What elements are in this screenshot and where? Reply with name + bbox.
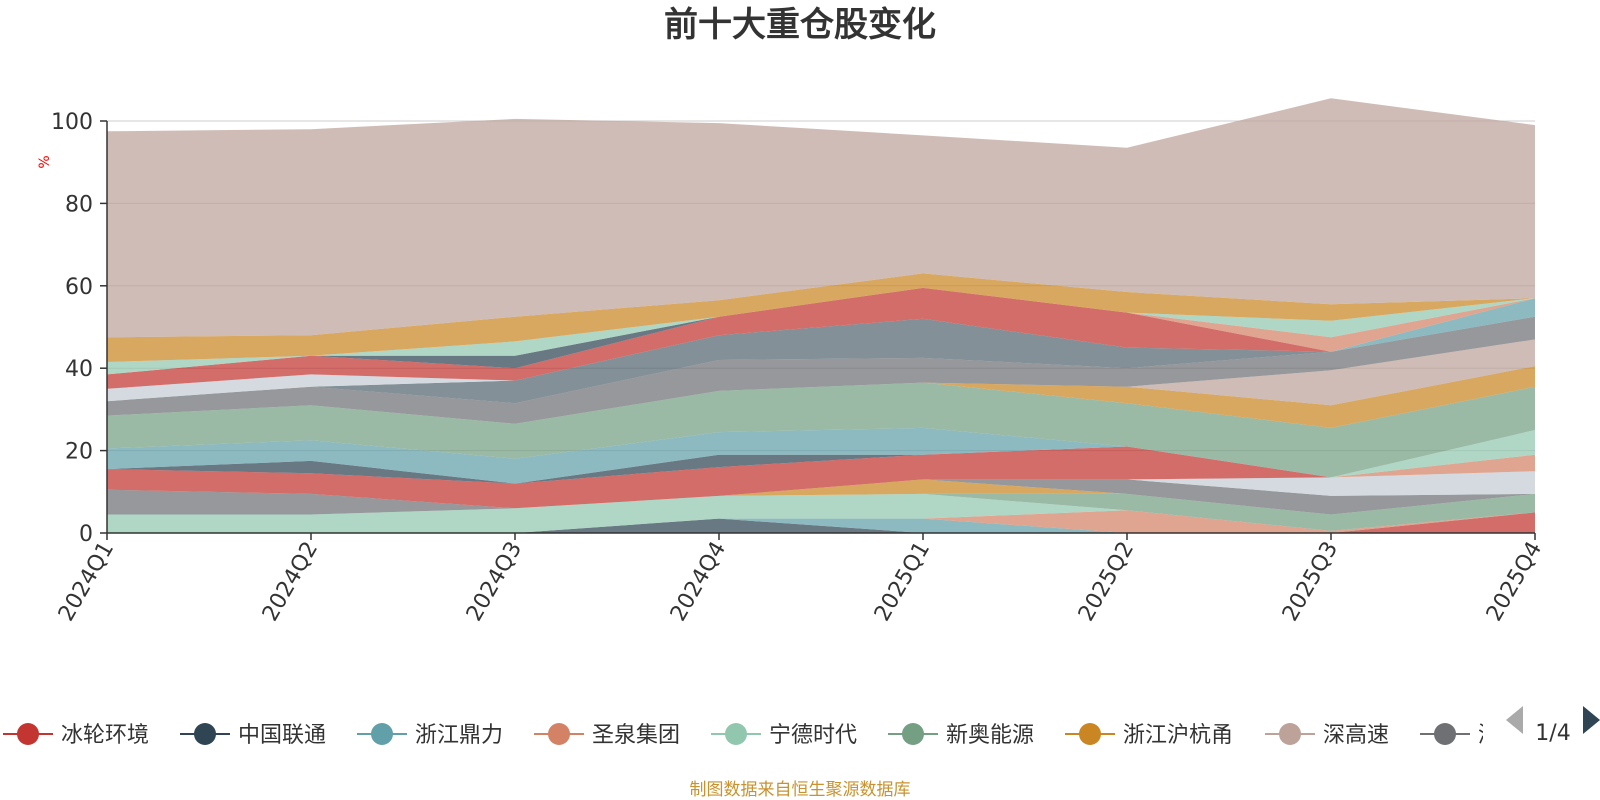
area-series-川投能源[interactable] — [107, 382, 1535, 478]
area-series-中国移动[interactable] — [107, 427, 1535, 484]
y-tick-label: 40 — [65, 357, 93, 382]
legend-marker-icon — [371, 723, 393, 745]
legend-item[interactable]: 浙江沪杭甬 — [1065, 723, 1233, 748]
y-axis-unit-label: % — [37, 155, 53, 168]
x-tick-label: 2025Q4 — [1482, 538, 1547, 626]
legend-marker-icon — [548, 723, 570, 745]
x-tick-label: 2024Q3 — [462, 538, 527, 626]
y-tick-label: 80 — [65, 192, 93, 217]
area-series-中国联通[interactable] — [107, 512, 1535, 533]
legend-label: 宁德时代 — [769, 723, 857, 748]
legend-pager: 1/4 — [1506, 706, 1600, 746]
stacked-areas — [107, 98, 1535, 533]
x-tick-label: 2024Q2 — [258, 538, 323, 626]
legend-marker-icon — [902, 723, 924, 745]
legend-label: 中国联通 — [238, 723, 326, 748]
area-series-申能股份[interactable] — [107, 316, 1535, 424]
area-series-粤电力A[interactable] — [107, 316, 1535, 404]
legend-next-page-icon[interactable] — [1583, 706, 1600, 734]
legend-label: 圣泉集团 — [592, 723, 680, 748]
area-series-长江电力[interactable] — [107, 427, 1535, 478]
legend-marker-icon — [17, 723, 39, 745]
area-series-宁德时代[interactable] — [107, 493, 1535, 533]
x-tick-label: 2025Q2 — [1074, 538, 1139, 626]
legend-item[interactable]: 浙江鼎力 — [357, 723, 503, 748]
legend-label: 浙江鼎力 — [415, 723, 503, 748]
legend-label: 新奥能源 — [946, 723, 1034, 748]
legend-label: 深高速 — [1323, 723, 1389, 748]
area-series-皖能电力[interactable] — [107, 339, 1535, 424]
area-series-浙江鼎力[interactable] — [107, 512, 1535, 533]
x-tick-label: 2024Q4 — [666, 538, 731, 626]
legend-label: 冰轮环境 — [61, 723, 149, 748]
y-tick-label: 0 — [79, 522, 93, 547]
legend-marker-icon — [1434, 723, 1456, 745]
legend-item[interactable]: 冰轮环境 — [3, 723, 149, 748]
legend-marker-icon — [194, 723, 216, 745]
legend-item[interactable]: 新奥能源 — [888, 723, 1034, 748]
area-series-国电电力[interactable] — [107, 273, 1535, 362]
area-series-福能股份[interactable] — [107, 287, 1535, 389]
area-series-上海电力[interactable] — [107, 316, 1535, 402]
legend-label: 浙江沪杭甬 — [1123, 723, 1233, 748]
legend-item[interactable]: 圣泉集团 — [534, 723, 680, 748]
legend-marker-icon — [725, 723, 747, 745]
legend-item[interactable]: 中国联通 — [180, 723, 326, 748]
x-tick-label: 2024Q1 — [54, 538, 119, 626]
y-tick-label: 20 — [65, 440, 93, 465]
area-series-圣泉集团[interactable] — [107, 510, 1535, 533]
y-tick-label: 60 — [65, 275, 93, 300]
legend-prev-page-icon[interactable] — [1506, 706, 1523, 734]
legend-item[interactable]: 浙 — [1420, 723, 1500, 748]
legend-marker-icon — [1279, 723, 1301, 745]
area-series-国投电力[interactable] — [107, 471, 1535, 509]
x-tick-label: 2025Q3 — [1278, 538, 1343, 626]
chart-title: 前十大重仓股变化 — [664, 5, 936, 45]
area-series-三一重工[interactable] — [107, 446, 1535, 509]
area-series-浙能电力[interactable] — [107, 479, 1535, 515]
legend-page-indicator: 1/4 — [1535, 721, 1570, 746]
area-series-冰轮环境[interactable] — [107, 512, 1535, 533]
y-tick-label: 100 — [51, 110, 93, 135]
legend-marker-icon — [1079, 723, 1101, 745]
data-source-note: 制图数据来自恒生聚源数据库 — [690, 780, 911, 800]
x-tick-label: 2025Q1 — [870, 538, 935, 626]
legend-item[interactable]: 宁德时代 — [711, 723, 857, 748]
area-series-宝丰能源[interactable] — [107, 287, 1535, 375]
legend: 冰轮环境 中国联通 浙江鼎力 圣泉集团 宁德时代 新奥能源 浙江沪杭甬 深高速 浙 — [3, 723, 1500, 748]
area-series-中国广核[interactable] — [107, 287, 1535, 375]
legend-item[interactable]: 深高速 — [1265, 723, 1389, 748]
area-series-新奥能源[interactable] — [107, 493, 1535, 531]
legend-label: 浙 — [1478, 723, 1500, 748]
area-series-其他[interactable] — [107, 98, 1535, 338]
